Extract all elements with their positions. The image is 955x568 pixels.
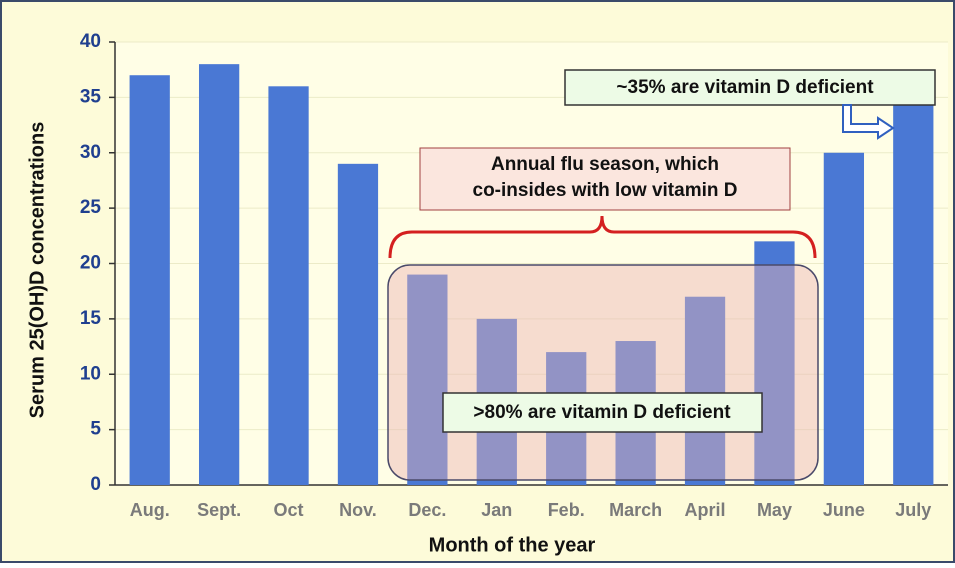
annotations: Annual flu season, which co-insides with… <box>387 69 936 481</box>
x-tick-label: Feb. <box>548 500 585 520</box>
y-tick-label: 10 <box>80 363 101 384</box>
annotation: >80% are vitamin D deficient <box>473 402 731 423</box>
x-axis-title: Month of the year <box>429 534 596 556</box>
x-tick-label: Dec. <box>408 500 446 520</box>
x-tick-label: Nov. <box>339 500 377 520</box>
y-axis-title: Serum 25(OH)D concentrations <box>26 122 48 419</box>
brace <box>388 215 817 259</box>
flu-season-region <box>387 264 819 481</box>
x-tick-label: May <box>757 500 792 520</box>
bar <box>893 97 934 485</box>
bar <box>129 75 170 485</box>
bar <box>407 274 448 485</box>
y-tick-label: 35 <box>80 86 102 107</box>
bar <box>754 241 795 485</box>
x-tick-label: Sept. <box>197 500 241 520</box>
bars <box>129 64 934 486</box>
arrow <box>842 104 895 140</box>
bar <box>684 296 726 485</box>
y-tick-label: 0 <box>90 474 101 495</box>
annotation: Annual flu season, which <box>491 154 719 175</box>
bar <box>268 86 309 486</box>
annotation: ~35% are vitamin D deficient <box>616 77 874 98</box>
y-tick-label: 40 <box>80 31 101 52</box>
annotation: co-insides with low vitamin D <box>473 180 738 201</box>
x-tick-label: Jan <box>481 500 512 520</box>
y-tick-label: 5 <box>90 419 101 440</box>
bar <box>337 163 379 485</box>
x-tick-label: April <box>685 500 726 520</box>
y-tick-label: 30 <box>80 142 101 163</box>
bar <box>198 64 240 486</box>
x-tick-label: March <box>609 500 662 520</box>
y-tick-label: 20 <box>80 253 101 274</box>
annotation-box <box>442 392 763 433</box>
y-tick-label: 25 <box>80 197 102 218</box>
x-tick-label: July <box>895 500 931 520</box>
annotation-box <box>419 147 791 211</box>
x-tick-label: Aug. <box>130 500 170 520</box>
bar <box>823 152 865 485</box>
x-tick-label: Oct <box>274 500 304 520</box>
annotation-box <box>564 69 936 106</box>
x-tick-label: June <box>823 500 865 520</box>
y-tick-label: 15 <box>80 308 102 329</box>
